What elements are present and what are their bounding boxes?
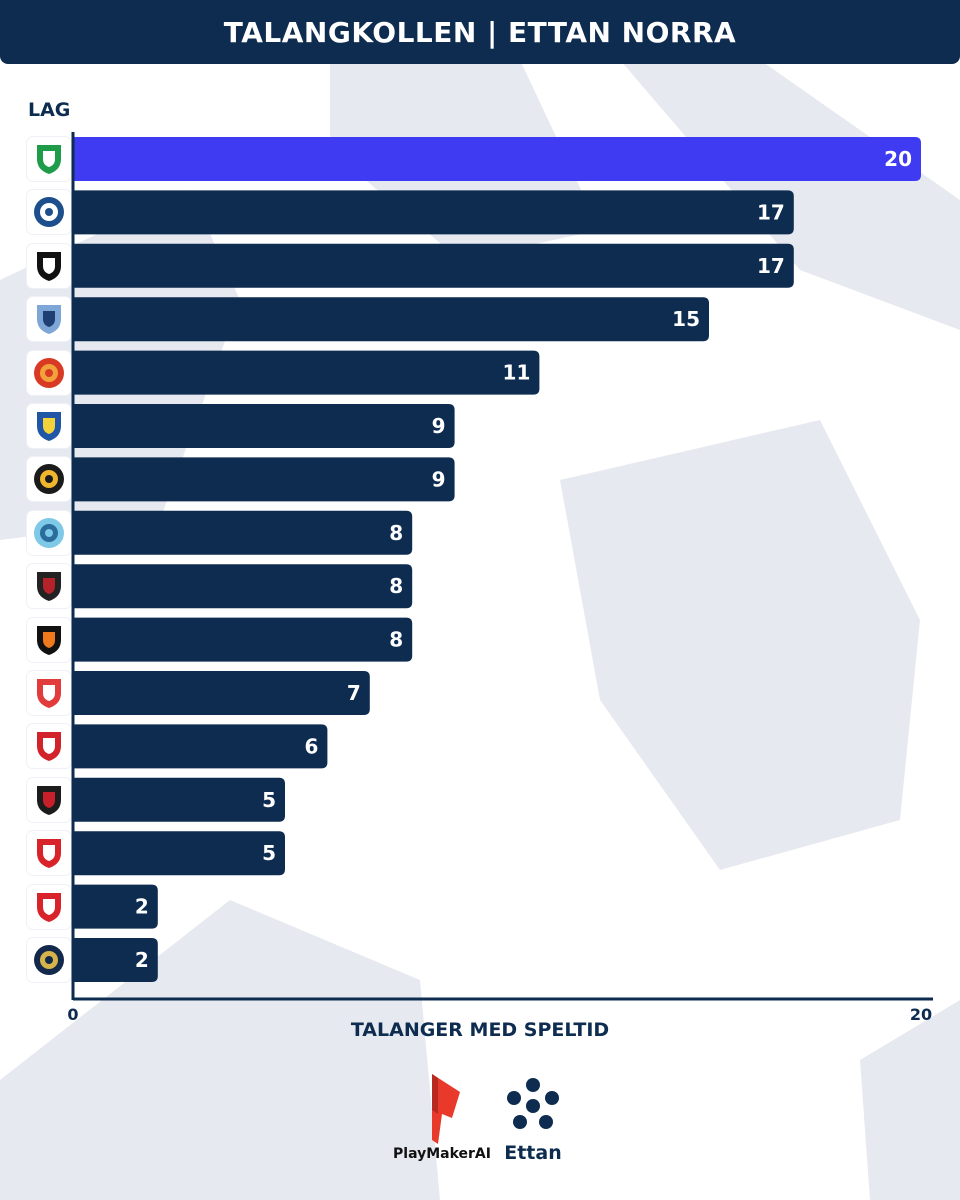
bar [73, 564, 413, 609]
red-dragon-crest-icon [37, 839, 61, 869]
ifk-blue-yellow-shield-icon [37, 412, 61, 441]
bar [73, 137, 921, 181]
ettan-brand: Ettan [498, 1076, 568, 1168]
united-red-black-shield-icon [37, 785, 61, 815]
team-logo [27, 510, 71, 555]
bar-value-label: 9 [432, 467, 446, 491]
bar [73, 884, 158, 929]
bar [73, 510, 413, 555]
bar-value-label: 11 [503, 361, 531, 385]
fbk-red-shield-icon [37, 732, 61, 762]
bar [73, 831, 285, 876]
bar [73, 190, 794, 235]
bar-value-label: 17 [757, 200, 785, 224]
ettan-ball-icon [507, 1078, 559, 1129]
team-logo [27, 671, 71, 715]
team-logo [27, 884, 71, 929]
bar-value-label: 8 [389, 628, 403, 652]
bar-value-label: 17 [757, 254, 785, 278]
team-logo [27, 457, 71, 502]
bar [73, 724, 328, 769]
team-logo [27, 724, 71, 769]
x-axis-label: TALANGER MED SPELTID [350, 1019, 610, 1041]
bar [73, 671, 370, 715]
bar [73, 938, 158, 982]
bar [73, 617, 413, 662]
x-tick-label: 20 [909, 1005, 933, 1024]
bar-value-label: 5 [262, 788, 276, 812]
afc-blue-shield-icon [37, 305, 61, 335]
team-logo [27, 243, 71, 288]
bar-value-label: 2 [135, 948, 149, 972]
bar-value-label: 7 [347, 681, 361, 705]
red-white-striped-shield-icon [37, 892, 61, 922]
bar-value-label: 6 [304, 734, 318, 758]
header-bar: TALANGKOLLEN | ETTAN NORRA [0, 0, 960, 64]
bar-value-label: 15 [672, 307, 700, 331]
umea-fc-crest-icon [34, 517, 64, 548]
team-logo [27, 190, 71, 235]
dark-round-emblem-icon [34, 945, 64, 975]
bar-value-label: 2 [135, 895, 149, 919]
team-logo [27, 938, 71, 982]
blue-round-crest-icon [34, 197, 64, 228]
team-logo [27, 831, 71, 876]
playmaker-logo-icon [432, 1074, 460, 1144]
black-orange-shield-icon [37, 625, 61, 655]
y-axis-label: LAG [28, 99, 71, 121]
page-title: TALANGKOLLEN | ETTAN NORRA [223, 15, 737, 49]
playmaker-brand: PlayMakerAI [390, 1074, 494, 1166]
bar [73, 243, 794, 288]
bar [73, 404, 455, 448]
ettan-name: Ettan [504, 1142, 562, 1164]
bar-value-label: 8 [389, 574, 403, 598]
team-logo [27, 137, 71, 181]
bar [73, 297, 709, 342]
eagle-red-black-crest-icon [37, 572, 61, 602]
team-logo [27, 350, 71, 395]
yellow-black-round-crest-icon [34, 464, 64, 495]
red-white-cross-crest-icon [37, 679, 61, 708]
bar-value-label: 20 [884, 147, 912, 171]
red-orange-round-crest-icon [34, 357, 64, 388]
team-logo [27, 404, 71, 448]
team-logo [27, 617, 71, 662]
bar [73, 350, 540, 395]
bar [73, 777, 285, 822]
bar-value-label: 8 [389, 521, 403, 545]
bar [73, 457, 455, 502]
team-logo [27, 564, 71, 609]
bar-value-label: 9 [432, 414, 446, 438]
sfk-black-white-crest-icon [37, 251, 61, 281]
team-logo [27, 297, 71, 342]
bar-value-label: 5 [262, 841, 276, 865]
playmaker-name: PlayMakerAI [393, 1146, 491, 1162]
team-logo [27, 777, 71, 822]
x-tick-label: 0 [67, 1005, 79, 1024]
ifk-green-white-crest-icon [37, 145, 61, 174]
